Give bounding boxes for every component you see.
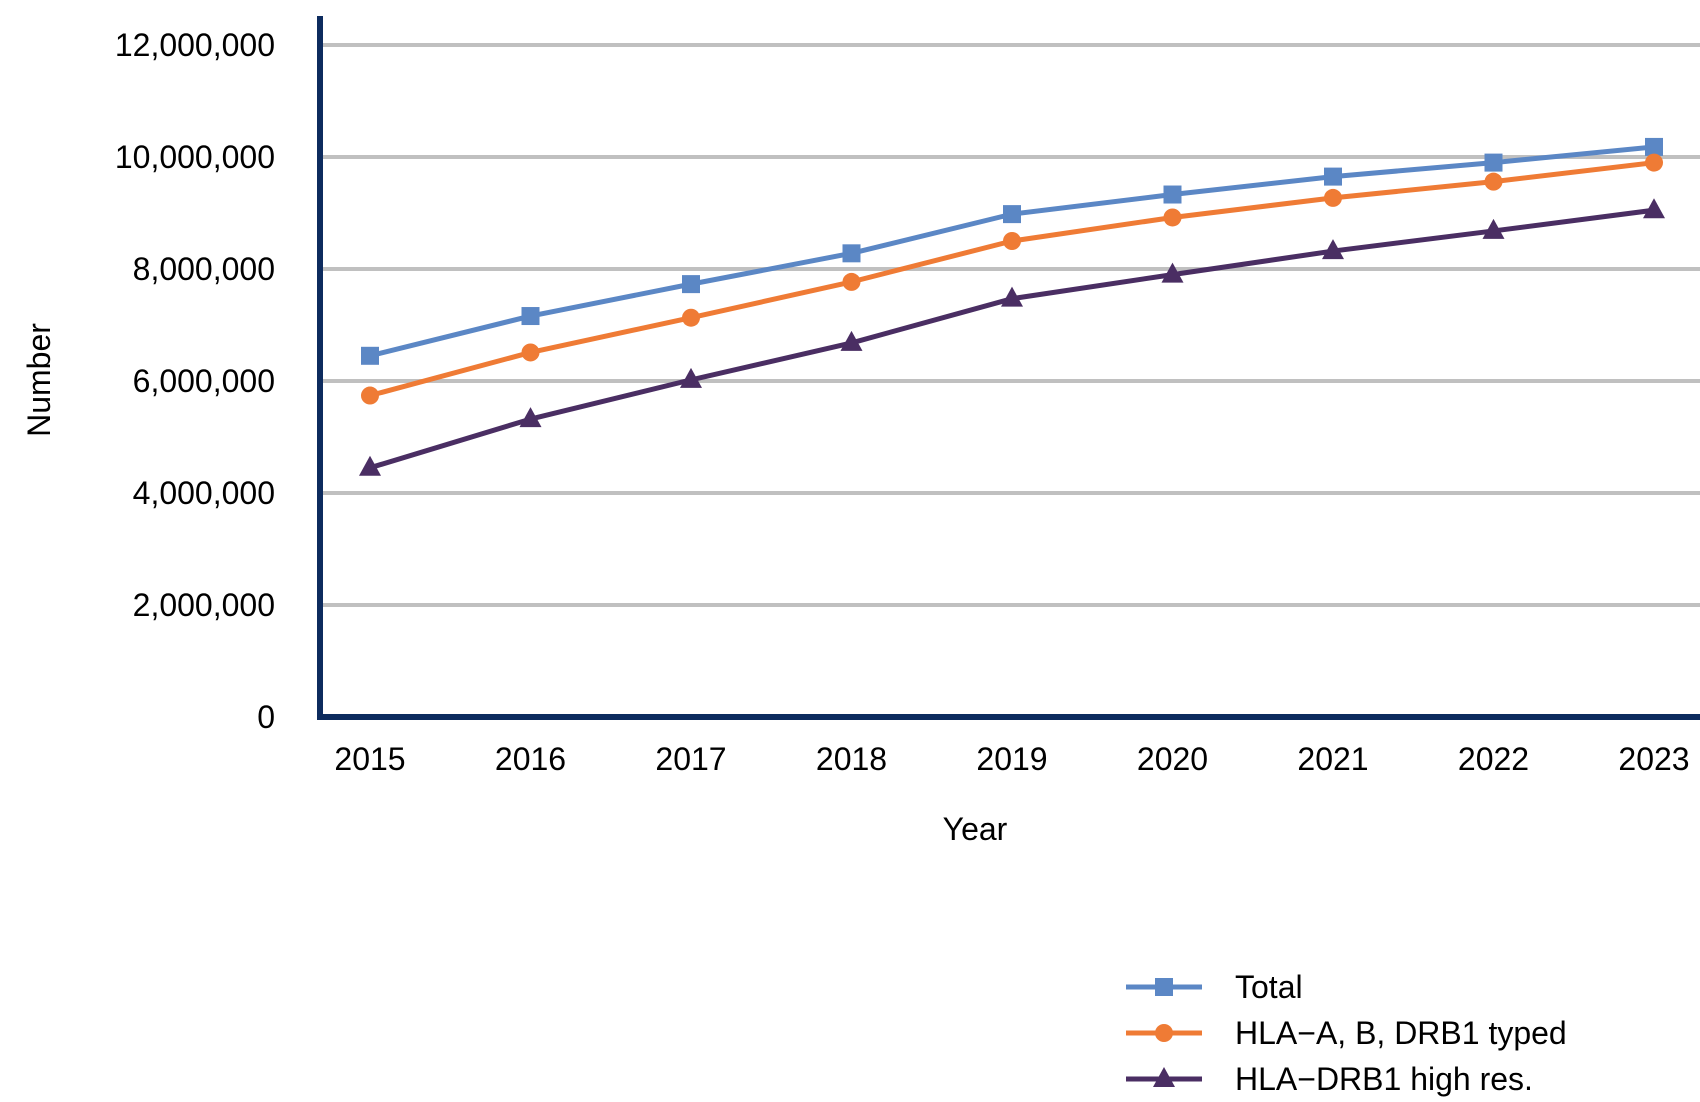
y-tick-label: 4,000,000 — [133, 475, 275, 511]
legend-marker-circle — [1155, 1024, 1173, 1042]
x-tick-label: 2018 — [816, 741, 887, 777]
grid-lines — [320, 43, 1700, 607]
legend-label: HLA−DRB1 high res. — [1235, 1061, 1533, 1097]
data-point-square — [1484, 153, 1503, 172]
legend-label: Total — [1235, 969, 1303, 1005]
y-tick-label: 12,000,000 — [115, 27, 275, 63]
data-point-circle — [842, 272, 861, 291]
x-tick-label: 2021 — [1297, 741, 1368, 777]
data-point-triangle — [519, 407, 542, 428]
series-1 — [361, 153, 1663, 405]
data-point-square — [1003, 205, 1021, 224]
y-tick-label: 6,000,000 — [133, 363, 275, 399]
data-point-square — [361, 346, 379, 365]
series-line — [369, 160, 1655, 398]
data-point-circle — [1324, 188, 1342, 207]
legend: Total HLA−A, B, DRB1 typed HLA−DRB1 high r… — [1126, 969, 1567, 1097]
data-point-circle — [361, 386, 379, 405]
data-point-circle — [1484, 172, 1503, 191]
data-point-triangle — [1643, 198, 1665, 219]
data-point-square — [521, 307, 540, 326]
x-tick-label: 2016 — [495, 741, 566, 777]
data-point-triangle — [359, 455, 381, 476]
data-point-circle — [1003, 232, 1021, 250]
data-point-triangle — [1482, 218, 1505, 239]
data-point-square — [1163, 185, 1182, 204]
x-tick-label: 2017 — [655, 741, 726, 777]
data-point-square — [1324, 167, 1342, 186]
legend-marker-square — [1155, 978, 1173, 996]
y-tick-label: 8,000,000 — [133, 251, 275, 287]
series-line — [369, 144, 1655, 359]
data-point-triangle — [680, 367, 702, 388]
legend-item: HLA−A, B, DRB1 typed — [1126, 1015, 1567, 1051]
data-point-triangle — [1322, 239, 1344, 260]
x-tick-label: 2020 — [1137, 741, 1208, 777]
x-tick-label: 2015 — [334, 741, 405, 777]
legend-item: HLA−DRB1 high res. — [1126, 1061, 1533, 1097]
y-tick-label: 0 — [257, 699, 275, 735]
y-tick-label: 2,000,000 — [133, 587, 275, 623]
x-tick-label: 2019 — [976, 741, 1047, 777]
legend-label: HLA−A, B, DRB1 typed — [1235, 1015, 1567, 1051]
y-axis-ticks: 0 2,000,000 4,000,000 6,000,000 8,000,000 10,… — [115, 27, 275, 735]
data-point-triangle — [840, 330, 863, 351]
data-point-triangle — [1161, 262, 1184, 283]
series-group — [359, 137, 1665, 476]
legend-marker-triangle — [1153, 1067, 1175, 1087]
legend-item: Total — [1126, 969, 1303, 1005]
series-0 — [361, 137, 1663, 365]
data-point-circle — [682, 308, 700, 327]
x-tick-label: 2023 — [1618, 741, 1689, 777]
x-axis-ticks: 2015 2016 2017 2018 2019 2020 2021 2022 2023 — [334, 741, 1689, 777]
x-axis-label: Year — [943, 811, 1008, 847]
data-point-circle — [1645, 153, 1663, 172]
data-point-square — [842, 244, 861, 263]
data-point-triangle — [1001, 286, 1023, 307]
data-point-circle — [1163, 208, 1182, 227]
y-axis-label: Number — [21, 323, 57, 437]
data-point-square — [1645, 137, 1663, 156]
data-point-square — [682, 275, 700, 294]
y-tick-label: 10,000,000 — [115, 139, 275, 175]
x-tick-label: 2022 — [1458, 741, 1529, 777]
data-point-circle — [521, 343, 540, 362]
axes — [317, 16, 1700, 720]
series-2 — [359, 198, 1665, 476]
